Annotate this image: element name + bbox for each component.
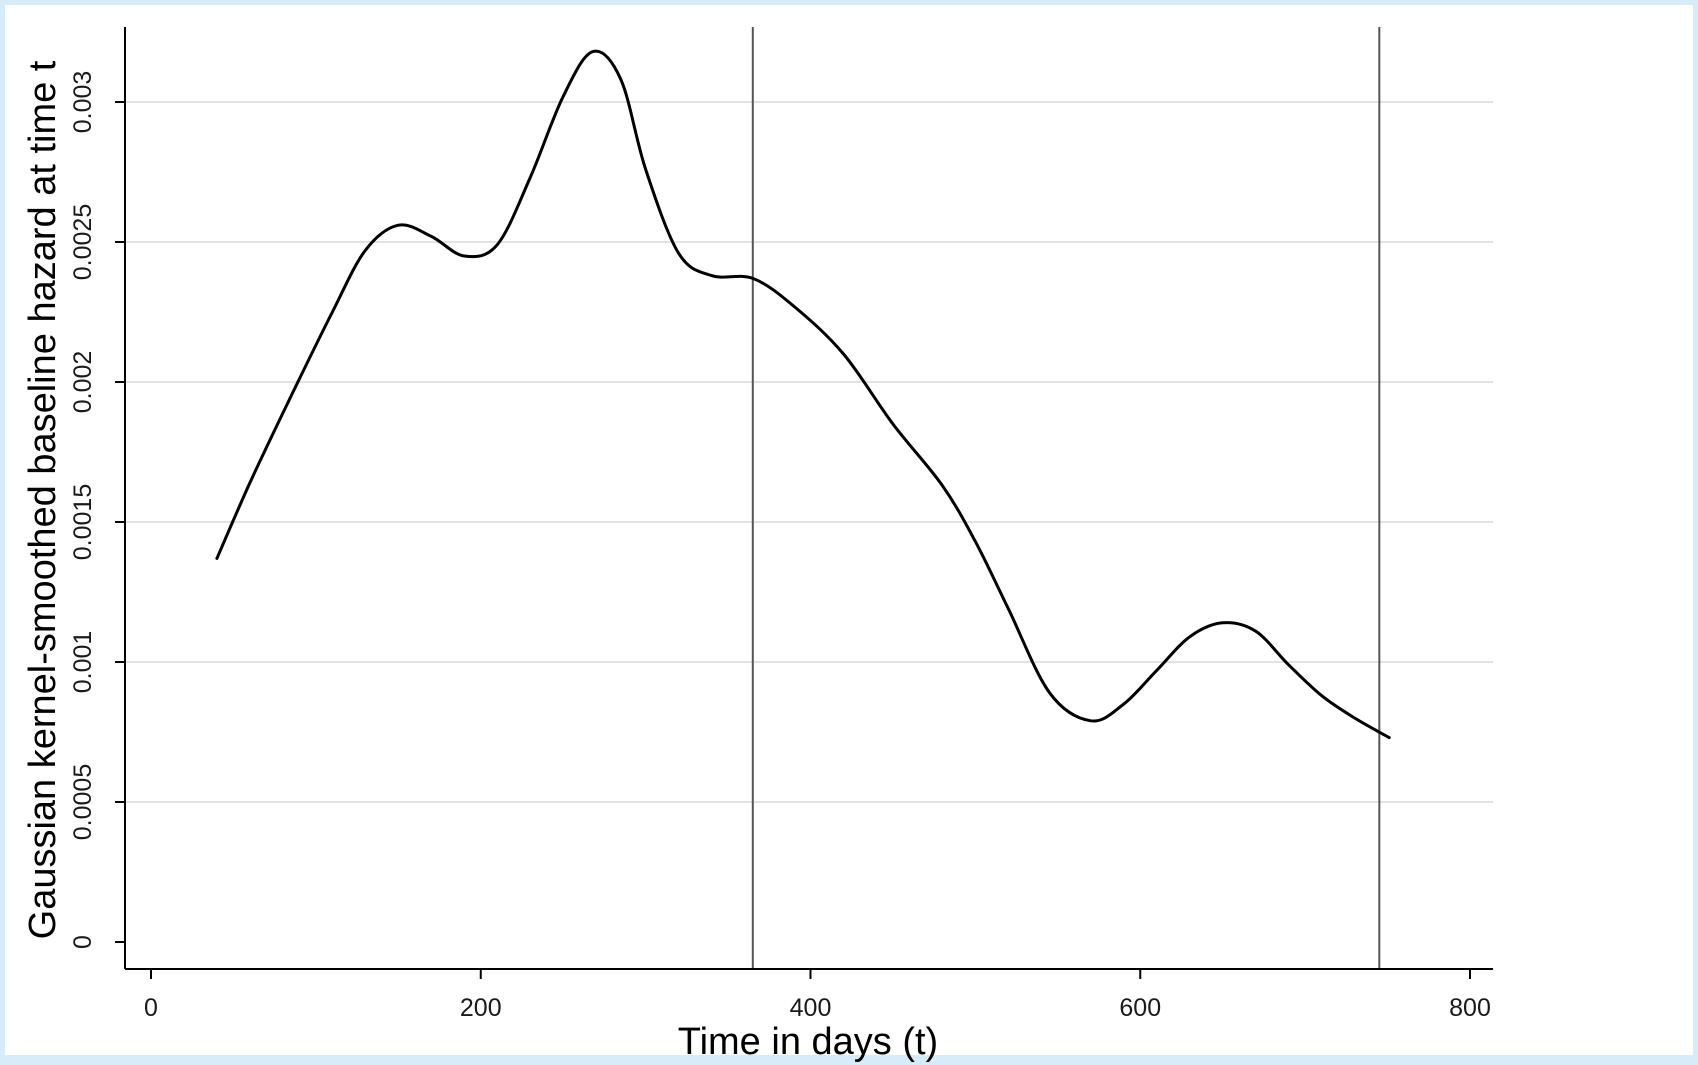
y-axis-title: Gaussian kernel-smoothed baseline hazard…	[22, 60, 64, 939]
series-layer	[215, 49, 1391, 740]
x-tick-label: 800	[1449, 994, 1491, 1022]
x-tick-label: 600	[1119, 994, 1161, 1022]
x-axis-title: Time in days (t)	[678, 1021, 938, 1063]
hazard-chart: 0 200 400 600 800 0 0.0005 0.001 0.0015 0.002 0.00…	[22, 27, 1493, 1063]
hazard-line	[215, 49, 1391, 740]
y-tick-label: 0.001	[69, 631, 97, 694]
reference-lines	[751, 27, 1381, 969]
axes: 0 200 400 600 800 0 0.0005 0.001 0.0015 0.002 0.00…	[69, 27, 1493, 1022]
x-tick-label: 0	[144, 994, 158, 1022]
y-tick-label: 0.0015	[69, 484, 97, 560]
grid-lines	[125, 101, 1493, 803]
y-tick-label: 0.003	[69, 71, 97, 134]
x-tick-label: 200	[460, 994, 502, 1022]
y-tick-label: 0.0005	[69, 764, 97, 840]
y-tick-label: 0.0025	[69, 204, 97, 280]
x-tick-label: 400	[790, 994, 832, 1022]
y-tick-label: 0	[69, 935, 97, 949]
y-tick-label: 0.002	[69, 351, 97, 414]
